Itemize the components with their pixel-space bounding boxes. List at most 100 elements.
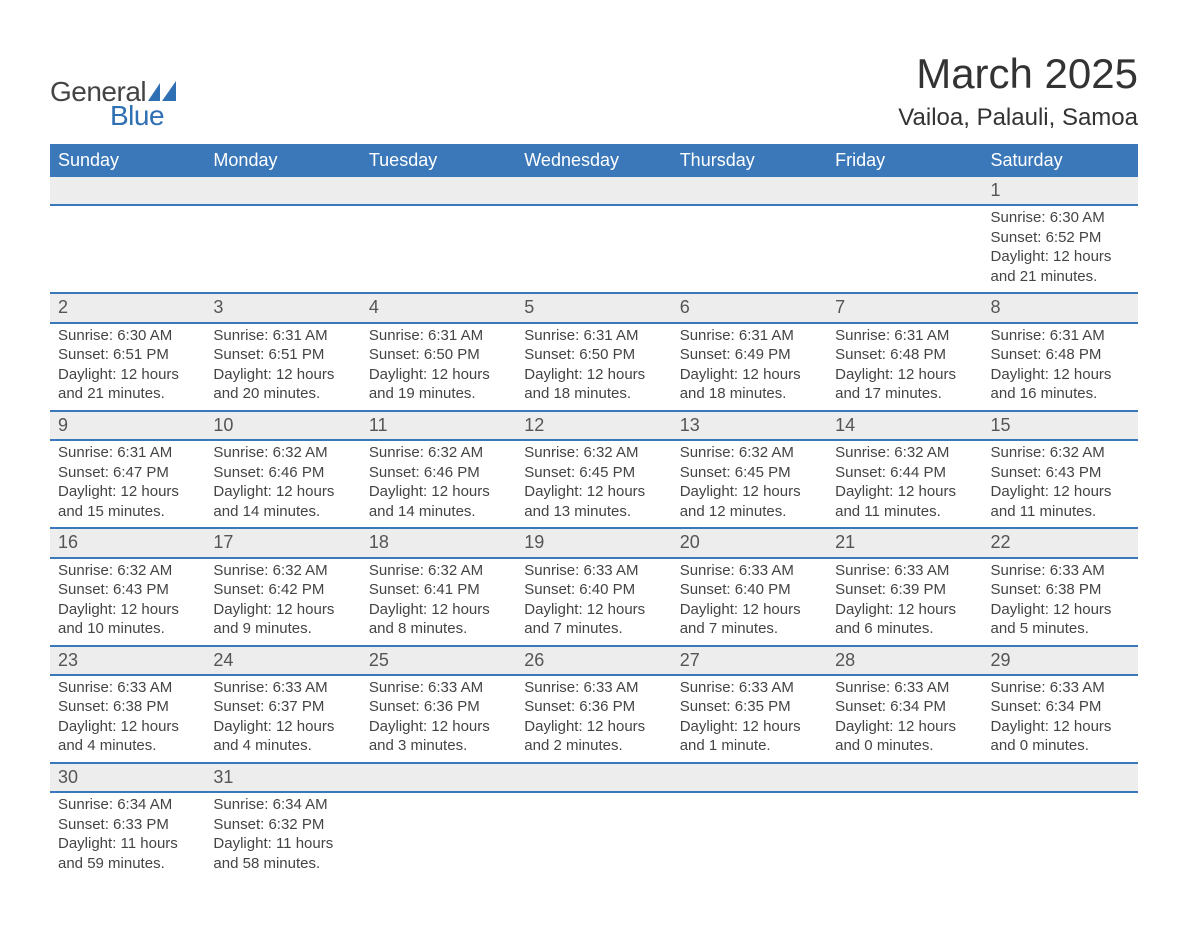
day-info-cell	[672, 792, 827, 879]
sunset-text: Sunset: 6:34 PM	[991, 697, 1130, 717]
day-info-cell: Sunrise: 6:32 AMSunset: 6:45 PMDaylight:…	[672, 440, 827, 528]
sunset-text: Sunset: 6:45 PM	[680, 463, 819, 483]
col-saturday: Saturday	[983, 144, 1138, 177]
sunset-text: Sunset: 6:46 PM	[369, 463, 508, 483]
daylight2-text: and 21 minutes.	[991, 267, 1130, 287]
daylight1-text: Daylight: 12 hours	[213, 600, 352, 620]
day-number-cell: 19	[516, 528, 671, 557]
daylight1-text: Daylight: 12 hours	[58, 600, 197, 620]
daylight1-text: Daylight: 12 hours	[835, 600, 974, 620]
sunset-text: Sunset: 6:38 PM	[991, 580, 1130, 600]
day-info-cell: Sunrise: 6:33 AMSunset: 6:40 PMDaylight:…	[516, 558, 671, 646]
sunrise-text: Sunrise: 6:32 AM	[213, 561, 352, 581]
sunrise-text: Sunrise: 6:33 AM	[524, 561, 663, 581]
day-number-cell: 31	[205, 763, 360, 792]
daylight1-text: Daylight: 11 hours	[213, 834, 352, 854]
daylight2-text: and 7 minutes.	[524, 619, 663, 639]
logo: General Blue	[50, 50, 176, 132]
sunrise-text: Sunrise: 6:30 AM	[58, 326, 197, 346]
info-row: Sunrise: 6:31 AMSunset: 6:47 PMDaylight:…	[50, 440, 1138, 528]
daynum-row: 1	[50, 177, 1138, 205]
day-info-cell	[361, 205, 516, 293]
sunrise-text: Sunrise: 6:33 AM	[680, 561, 819, 581]
day-info-cell: Sunrise: 6:32 AMSunset: 6:41 PMDaylight:…	[361, 558, 516, 646]
day-number-cell: 27	[672, 646, 827, 675]
sunset-text: Sunset: 6:32 PM	[213, 815, 352, 835]
daylight2-text: and 1 minute.	[680, 736, 819, 756]
day-info-cell: Sunrise: 6:33 AMSunset: 6:39 PMDaylight:…	[827, 558, 982, 646]
daylight1-text: Daylight: 12 hours	[213, 482, 352, 502]
sunset-text: Sunset: 6:50 PM	[524, 345, 663, 365]
sunset-text: Sunset: 6:37 PM	[213, 697, 352, 717]
daylight1-text: Daylight: 12 hours	[524, 600, 663, 620]
daylight2-text: and 6 minutes.	[835, 619, 974, 639]
day-number-cell: 15	[983, 411, 1138, 440]
daynum-row: 9101112131415	[50, 411, 1138, 440]
day-number-cell: 5	[516, 293, 671, 322]
daylight2-text: and 4 minutes.	[213, 736, 352, 756]
daylight1-text: Daylight: 12 hours	[369, 365, 508, 385]
sunset-text: Sunset: 6:51 PM	[213, 345, 352, 365]
daylight2-text: and 11 minutes.	[835, 502, 974, 522]
day-info-cell: Sunrise: 6:31 AMSunset: 6:47 PMDaylight:…	[50, 440, 205, 528]
sunrise-text: Sunrise: 6:33 AM	[58, 678, 197, 698]
day-info-cell: Sunrise: 6:31 AMSunset: 6:48 PMDaylight:…	[983, 323, 1138, 411]
sunset-text: Sunset: 6:40 PM	[524, 580, 663, 600]
header: General Blue March 2025 Vailoa, Palauli,…	[50, 50, 1138, 132]
day-number-cell: 2	[50, 293, 205, 322]
sunrise-text: Sunrise: 6:32 AM	[524, 443, 663, 463]
day-info-cell: Sunrise: 6:31 AMSunset: 6:50 PMDaylight:…	[361, 323, 516, 411]
day-info-cell: Sunrise: 6:32 AMSunset: 6:45 PMDaylight:…	[516, 440, 671, 528]
col-tuesday: Tuesday	[361, 144, 516, 177]
day-info-cell: Sunrise: 6:34 AMSunset: 6:32 PMDaylight:…	[205, 792, 360, 879]
day-info-cell	[516, 205, 671, 293]
daylight1-text: Daylight: 12 hours	[991, 247, 1130, 267]
calendar-table: Sunday Monday Tuesday Wednesday Thursday…	[50, 144, 1138, 879]
daylight2-text: and 12 minutes.	[680, 502, 819, 522]
title-block: March 2025 Vailoa, Palauli, Samoa	[898, 50, 1138, 132]
sunset-text: Sunset: 6:48 PM	[991, 345, 1130, 365]
daylight1-text: Daylight: 12 hours	[369, 600, 508, 620]
sunset-text: Sunset: 6:50 PM	[369, 345, 508, 365]
calendar-header-row: Sunday Monday Tuesday Wednesday Thursday…	[50, 144, 1138, 177]
day-number-cell: 17	[205, 528, 360, 557]
sunrise-text: Sunrise: 6:33 AM	[524, 678, 663, 698]
sunrise-text: Sunrise: 6:32 AM	[680, 443, 819, 463]
day-info-cell: Sunrise: 6:33 AMSunset: 6:36 PMDaylight:…	[361, 675, 516, 763]
sunset-text: Sunset: 6:52 PM	[991, 228, 1130, 248]
sunrise-text: Sunrise: 6:32 AM	[369, 561, 508, 581]
day-number-cell: 14	[827, 411, 982, 440]
sunrise-text: Sunrise: 6:33 AM	[991, 678, 1130, 698]
day-info-cell: Sunrise: 6:32 AMSunset: 6:43 PMDaylight:…	[983, 440, 1138, 528]
sunset-text: Sunset: 6:34 PM	[835, 697, 974, 717]
col-friday: Friday	[827, 144, 982, 177]
sunset-text: Sunset: 6:39 PM	[835, 580, 974, 600]
sunset-text: Sunset: 6:43 PM	[991, 463, 1130, 483]
day-info-cell: Sunrise: 6:31 AMSunset: 6:48 PMDaylight:…	[827, 323, 982, 411]
day-info-cell: Sunrise: 6:33 AMSunset: 6:38 PMDaylight:…	[983, 558, 1138, 646]
day-info-cell: Sunrise: 6:31 AMSunset: 6:49 PMDaylight:…	[672, 323, 827, 411]
sunset-text: Sunset: 6:35 PM	[680, 697, 819, 717]
day-number-cell: 24	[205, 646, 360, 675]
sunrise-text: Sunrise: 6:33 AM	[369, 678, 508, 698]
day-number-cell	[672, 763, 827, 792]
daylight2-text: and 59 minutes.	[58, 854, 197, 874]
day-info-cell: Sunrise: 6:34 AMSunset: 6:33 PMDaylight:…	[50, 792, 205, 879]
daylight2-text: and 18 minutes.	[524, 384, 663, 404]
daylight2-text: and 2 minutes.	[524, 736, 663, 756]
sunrise-text: Sunrise: 6:33 AM	[680, 678, 819, 698]
info-row: Sunrise: 6:30 AMSunset: 6:52 PMDaylight:…	[50, 205, 1138, 293]
sunrise-text: Sunrise: 6:32 AM	[369, 443, 508, 463]
daylight2-text: and 5 minutes.	[991, 619, 1130, 639]
day-number-cell: 3	[205, 293, 360, 322]
sunset-text: Sunset: 6:42 PM	[213, 580, 352, 600]
sunrise-text: Sunrise: 6:31 AM	[680, 326, 819, 346]
sunrise-text: Sunrise: 6:30 AM	[991, 208, 1130, 228]
sunset-text: Sunset: 6:45 PM	[524, 463, 663, 483]
day-number-cell	[516, 177, 671, 205]
info-row: Sunrise: 6:30 AM Sunset: 6:51 PM Daylight:…	[50, 323, 1138, 411]
day-number-cell: 23	[50, 646, 205, 675]
daylight1-text: Daylight: 12 hours	[369, 482, 508, 502]
daylight1-text: Daylight: 12 hours	[524, 365, 663, 385]
daylight1-text: Daylight: 12 hours	[58, 365, 197, 385]
